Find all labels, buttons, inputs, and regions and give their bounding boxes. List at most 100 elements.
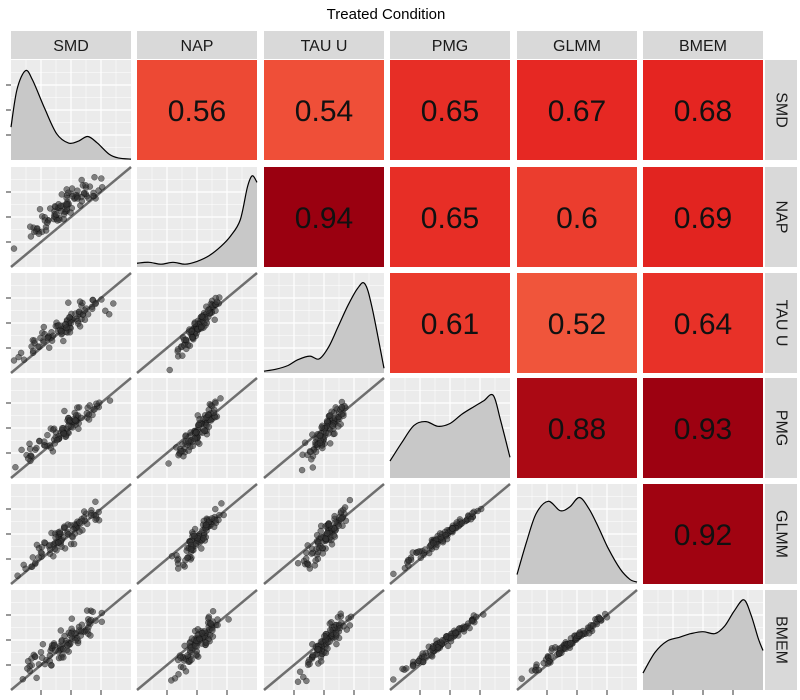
data-point — [447, 634, 455, 642]
column-strip-glmm: GLMM — [517, 31, 637, 59]
correlation-tile — [390, 273, 510, 373]
column-strip-pmg: PMG — [390, 31, 510, 59]
row-label-pmg: PMG — [773, 410, 790, 446]
panel-pmg-pmg — [389, 378, 511, 478]
data-point — [337, 610, 344, 617]
data-point — [12, 463, 19, 471]
data-point — [317, 658, 325, 665]
correlation-tile — [137, 60, 257, 160]
data-point — [65, 422, 72, 430]
data-point — [54, 539, 62, 546]
data-point — [88, 305, 96, 313]
data-point — [106, 397, 114, 404]
data-point — [308, 456, 315, 463]
data-point — [71, 416, 79, 424]
data-point — [69, 525, 77, 533]
correlation-value: 0.92 — [674, 519, 732, 552]
data-point — [33, 674, 40, 682]
density-curve — [136, 175, 258, 265]
data-point — [93, 400, 100, 407]
density-area — [11, 70, 131, 160]
row-strips: SMD NAP TAU U PMG GLMM BMEM — [765, 60, 797, 690]
data-point — [10, 357, 18, 364]
data-point — [576, 630, 583, 637]
data-point — [419, 658, 427, 666]
data-point — [301, 439, 309, 446]
data-point — [177, 447, 185, 455]
data-point — [184, 554, 191, 562]
data-point — [331, 512, 338, 520]
panel-tau-u-tau-u — [263, 273, 385, 373]
data-point — [78, 176, 85, 184]
data-point — [428, 652, 435, 659]
data-point — [325, 521, 333, 528]
data-point — [194, 626, 202, 633]
row-strip-nap: NAP — [765, 167, 797, 267]
data-point — [92, 516, 99, 524]
row-label-smd: SMD — [773, 92, 790, 128]
data-point — [326, 412, 334, 419]
data-point — [439, 636, 446, 644]
row-strip-tau-u: TAU U — [765, 273, 797, 373]
data-point — [18, 446, 25, 454]
panel-pmg-tau-u — [263, 377, 385, 479]
correlation-value: 0.88 — [548, 413, 606, 446]
data-point — [41, 539, 48, 546]
correlation-tile — [264, 60, 384, 160]
data-point — [98, 296, 105, 303]
data-point — [474, 507, 481, 515]
data-point — [33, 444, 40, 452]
panel-glmm-nap — [136, 483, 258, 585]
data-point — [82, 181, 89, 189]
data-point — [332, 630, 340, 637]
data-point — [87, 632, 94, 639]
data-point — [83, 410, 91, 417]
data-point — [212, 505, 219, 513]
data-point — [338, 515, 345, 522]
data-point — [98, 183, 106, 191]
data-point — [14, 572, 21, 579]
data-point — [98, 609, 106, 617]
data-point — [68, 615, 76, 622]
panel-nap-glmm: 0.6 — [517, 167, 637, 267]
data-point — [53, 436, 61, 444]
correlation-value: 0.65 — [421, 95, 479, 128]
data-point — [318, 424, 325, 431]
data-point — [65, 648, 72, 655]
panel-nap-bmem: 0.69 — [643, 167, 763, 267]
data-point — [31, 653, 39, 660]
panels: 0.56 0.54 0.65 0.67 0.68 0.94 0.65 0.6 0.69 0.61 0… — [10, 60, 764, 691]
panel-glmm-pmg — [389, 483, 511, 585]
data-point — [66, 313, 73, 321]
data-point — [218, 500, 225, 507]
data-point — [399, 665, 406, 673]
data-point — [102, 307, 109, 315]
data-point — [552, 644, 559, 651]
data-point — [436, 530, 444, 537]
row-label-glmm: GLMM — [773, 510, 790, 558]
correlation-value: 0.61 — [421, 308, 479, 341]
data-point — [177, 654, 184, 661]
panel-glmm-glmm — [516, 484, 638, 584]
data-point — [67, 319, 75, 326]
data-point — [203, 319, 211, 327]
data-point — [319, 544, 326, 552]
data-point — [192, 540, 200, 547]
data-point — [202, 521, 210, 529]
data-point — [405, 557, 413, 564]
data-point — [46, 541, 53, 549]
data-point — [17, 349, 25, 357]
data-point — [51, 545, 59, 553]
data-point — [209, 633, 217, 640]
data-point — [59, 645, 67, 653]
correlation-tile — [390, 167, 510, 267]
data-point — [567, 640, 574, 647]
density-curve — [516, 496, 638, 583]
data-point — [338, 403, 346, 411]
data-point — [421, 546, 429, 553]
data-point — [38, 654, 46, 662]
panel-bmem-smd — [10, 589, 132, 691]
data-point — [48, 529, 55, 537]
data-point — [316, 439, 324, 447]
data-point — [208, 515, 216, 522]
